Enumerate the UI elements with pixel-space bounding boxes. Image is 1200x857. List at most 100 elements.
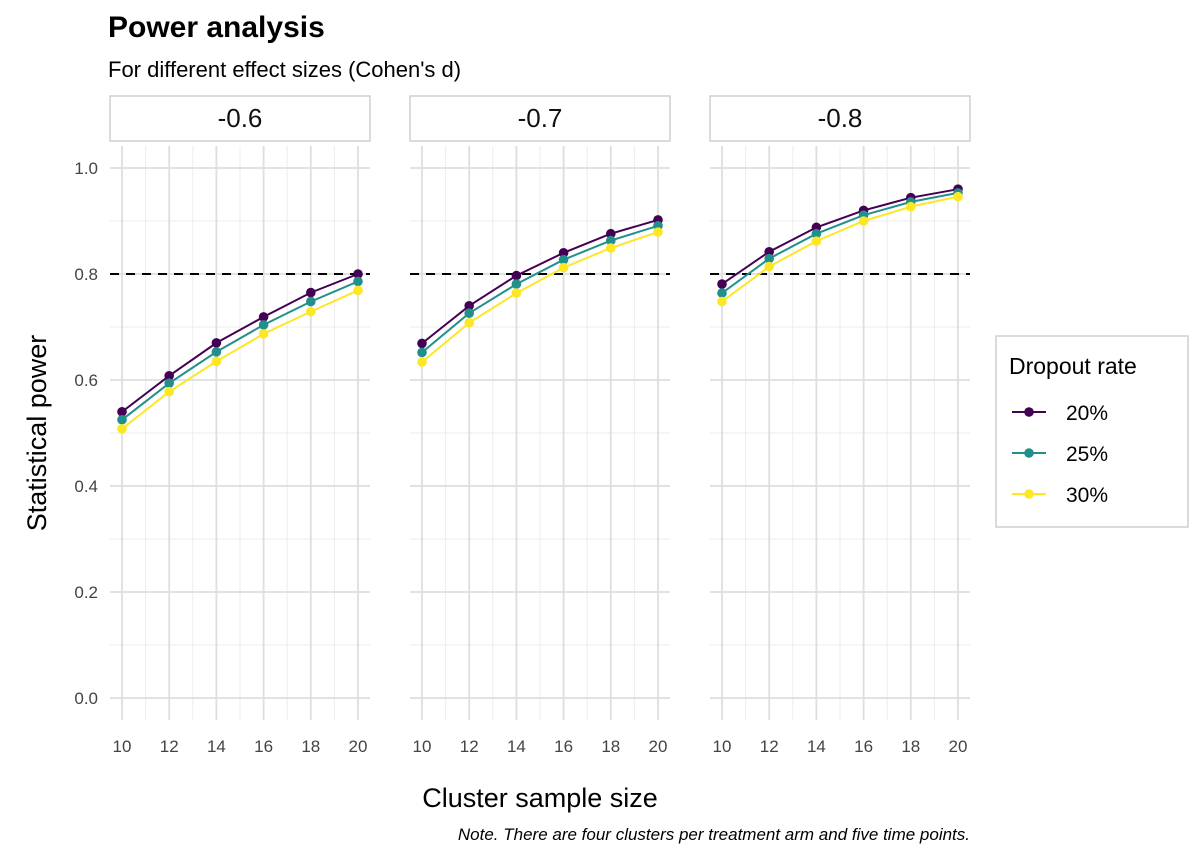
series-line — [121, 273, 359, 413]
data-point — [717, 279, 727, 289]
data-point — [511, 279, 522, 289]
x-tick-label: 14 — [807, 737, 826, 756]
data-point — [306, 296, 316, 307]
x-tick-label: 14 — [207, 737, 226, 756]
x-axis-title: Cluster sample size — [422, 783, 658, 813]
data-point — [417, 338, 427, 349]
data-point — [558, 254, 569, 265]
data-point — [417, 357, 427, 367]
x-tick-label: 20 — [349, 737, 368, 756]
chart-subtitle: For different effect sizes (Cohen's d) — [108, 57, 461, 82]
legend-entry: 25% — [1012, 443, 1108, 466]
facet-panel: -0.6 10 12 14 16 18 20 0.0 0.2 0.4 0.6 0.8 1.0 — [74, 95, 371, 756]
data-point — [811, 228, 822, 239]
y-tick-label: 0.0 — [74, 689, 98, 708]
data-point — [117, 414, 127, 425]
data-point — [211, 338, 222, 348]
data-point — [906, 201, 916, 212]
x-tick-label: 12 — [460, 737, 479, 756]
data-point — [464, 301, 475, 311]
legend: Dropout rate 20% 25% 30% — [995, 335, 1189, 528]
data-point — [164, 386, 174, 397]
facet-panel: -0.8 10 12 14 16 18 20 — [709, 95, 971, 756]
y-tick-label: 1.0 — [74, 159, 98, 178]
data-point — [764, 246, 774, 257]
y-tick-label: 0.6 — [74, 371, 98, 390]
legend-key-point — [1024, 407, 1034, 417]
series — [717, 191, 963, 307]
data-point — [353, 285, 363, 296]
y-tick-label: 0.8 — [74, 265, 98, 284]
series-line — [721, 188, 959, 285]
data-point — [717, 296, 727, 307]
x-tick-label: 14 — [507, 737, 526, 756]
facet-strip — [409, 95, 671, 142]
x-tick-label: 12 — [760, 737, 779, 756]
data-point — [558, 262, 569, 273]
x-tick-label: 18 — [901, 737, 920, 756]
x-tick-label: 10 — [113, 737, 132, 756]
series — [417, 227, 663, 367]
legend-label: 25% — [1066, 443, 1108, 466]
legend-entry: 20% — [1012, 402, 1108, 425]
data-point — [258, 320, 269, 330]
x-tick-label: 20 — [649, 737, 668, 756]
legend-key-point — [1024, 448, 1034, 458]
data-point — [353, 269, 363, 279]
facet-strip — [109, 95, 371, 142]
facet-strip-label: -0.8 — [818, 103, 863, 133]
data-point — [764, 253, 774, 264]
facet-panels: -0.6 10 12 14 16 18 20 0.0 0.2 0.4 0.6 0.8 1.0 -0.7 10… — [74, 95, 971, 756]
data-point — [953, 191, 963, 202]
x-tick-label: 18 — [301, 737, 320, 756]
data-point — [211, 356, 222, 367]
series-line — [121, 289, 359, 430]
y-axis-title: Statistical power — [22, 335, 52, 532]
series-line — [421, 224, 659, 354]
major-gridlines — [410, 146, 670, 720]
series — [117, 276, 363, 425]
minor-gridlines — [710, 146, 970, 720]
data-point — [717, 288, 727, 298]
legend-title: Dropout rate — [1009, 353, 1137, 379]
series-line — [721, 195, 959, 303]
major-gridlines — [110, 146, 370, 720]
series-line — [421, 231, 659, 363]
series-line — [121, 280, 359, 421]
x-tick-label: 16 — [254, 737, 273, 756]
data-point — [606, 235, 616, 246]
data-point — [417, 347, 427, 358]
data-point — [353, 276, 363, 287]
series-line — [421, 218, 659, 345]
x-tick-label: 18 — [601, 737, 620, 756]
facet-panel: -0.7 10 12 14 16 18 20 — [409, 95, 671, 756]
data-point — [464, 317, 475, 328]
data-point — [858, 216, 869, 226]
x-tick-label: 16 — [554, 737, 573, 756]
legend-entry: 30% — [1012, 484, 1108, 507]
data-point — [811, 236, 822, 246]
data-point — [764, 261, 774, 272]
data-point — [511, 270, 522, 281]
minor-gridlines — [110, 146, 370, 720]
y-tick-label: 0.4 — [74, 477, 98, 496]
legend-key-point — [1024, 489, 1034, 499]
data-point — [164, 370, 174, 381]
x-tick-label: 20 — [949, 737, 968, 756]
chart-title: Power analysis — [108, 11, 325, 44]
data-point — [464, 308, 475, 319]
data-point — [306, 306, 316, 317]
chart-caption: Note. There are four clusters per treatm… — [458, 825, 970, 844]
data-point — [117, 423, 127, 434]
data-point — [511, 288, 522, 298]
facet-strip — [709, 95, 971, 142]
data-point — [606, 243, 616, 253]
data-point — [606, 228, 616, 239]
facet-strip-label: -0.7 — [518, 103, 563, 133]
legend-label: 30% — [1066, 484, 1108, 507]
x-tick-label: 12 — [160, 737, 179, 756]
x-tick-label: 16 — [854, 737, 873, 756]
legend-label: 20% — [1066, 402, 1108, 425]
y-tick-label: 0.2 — [74, 583, 98, 602]
